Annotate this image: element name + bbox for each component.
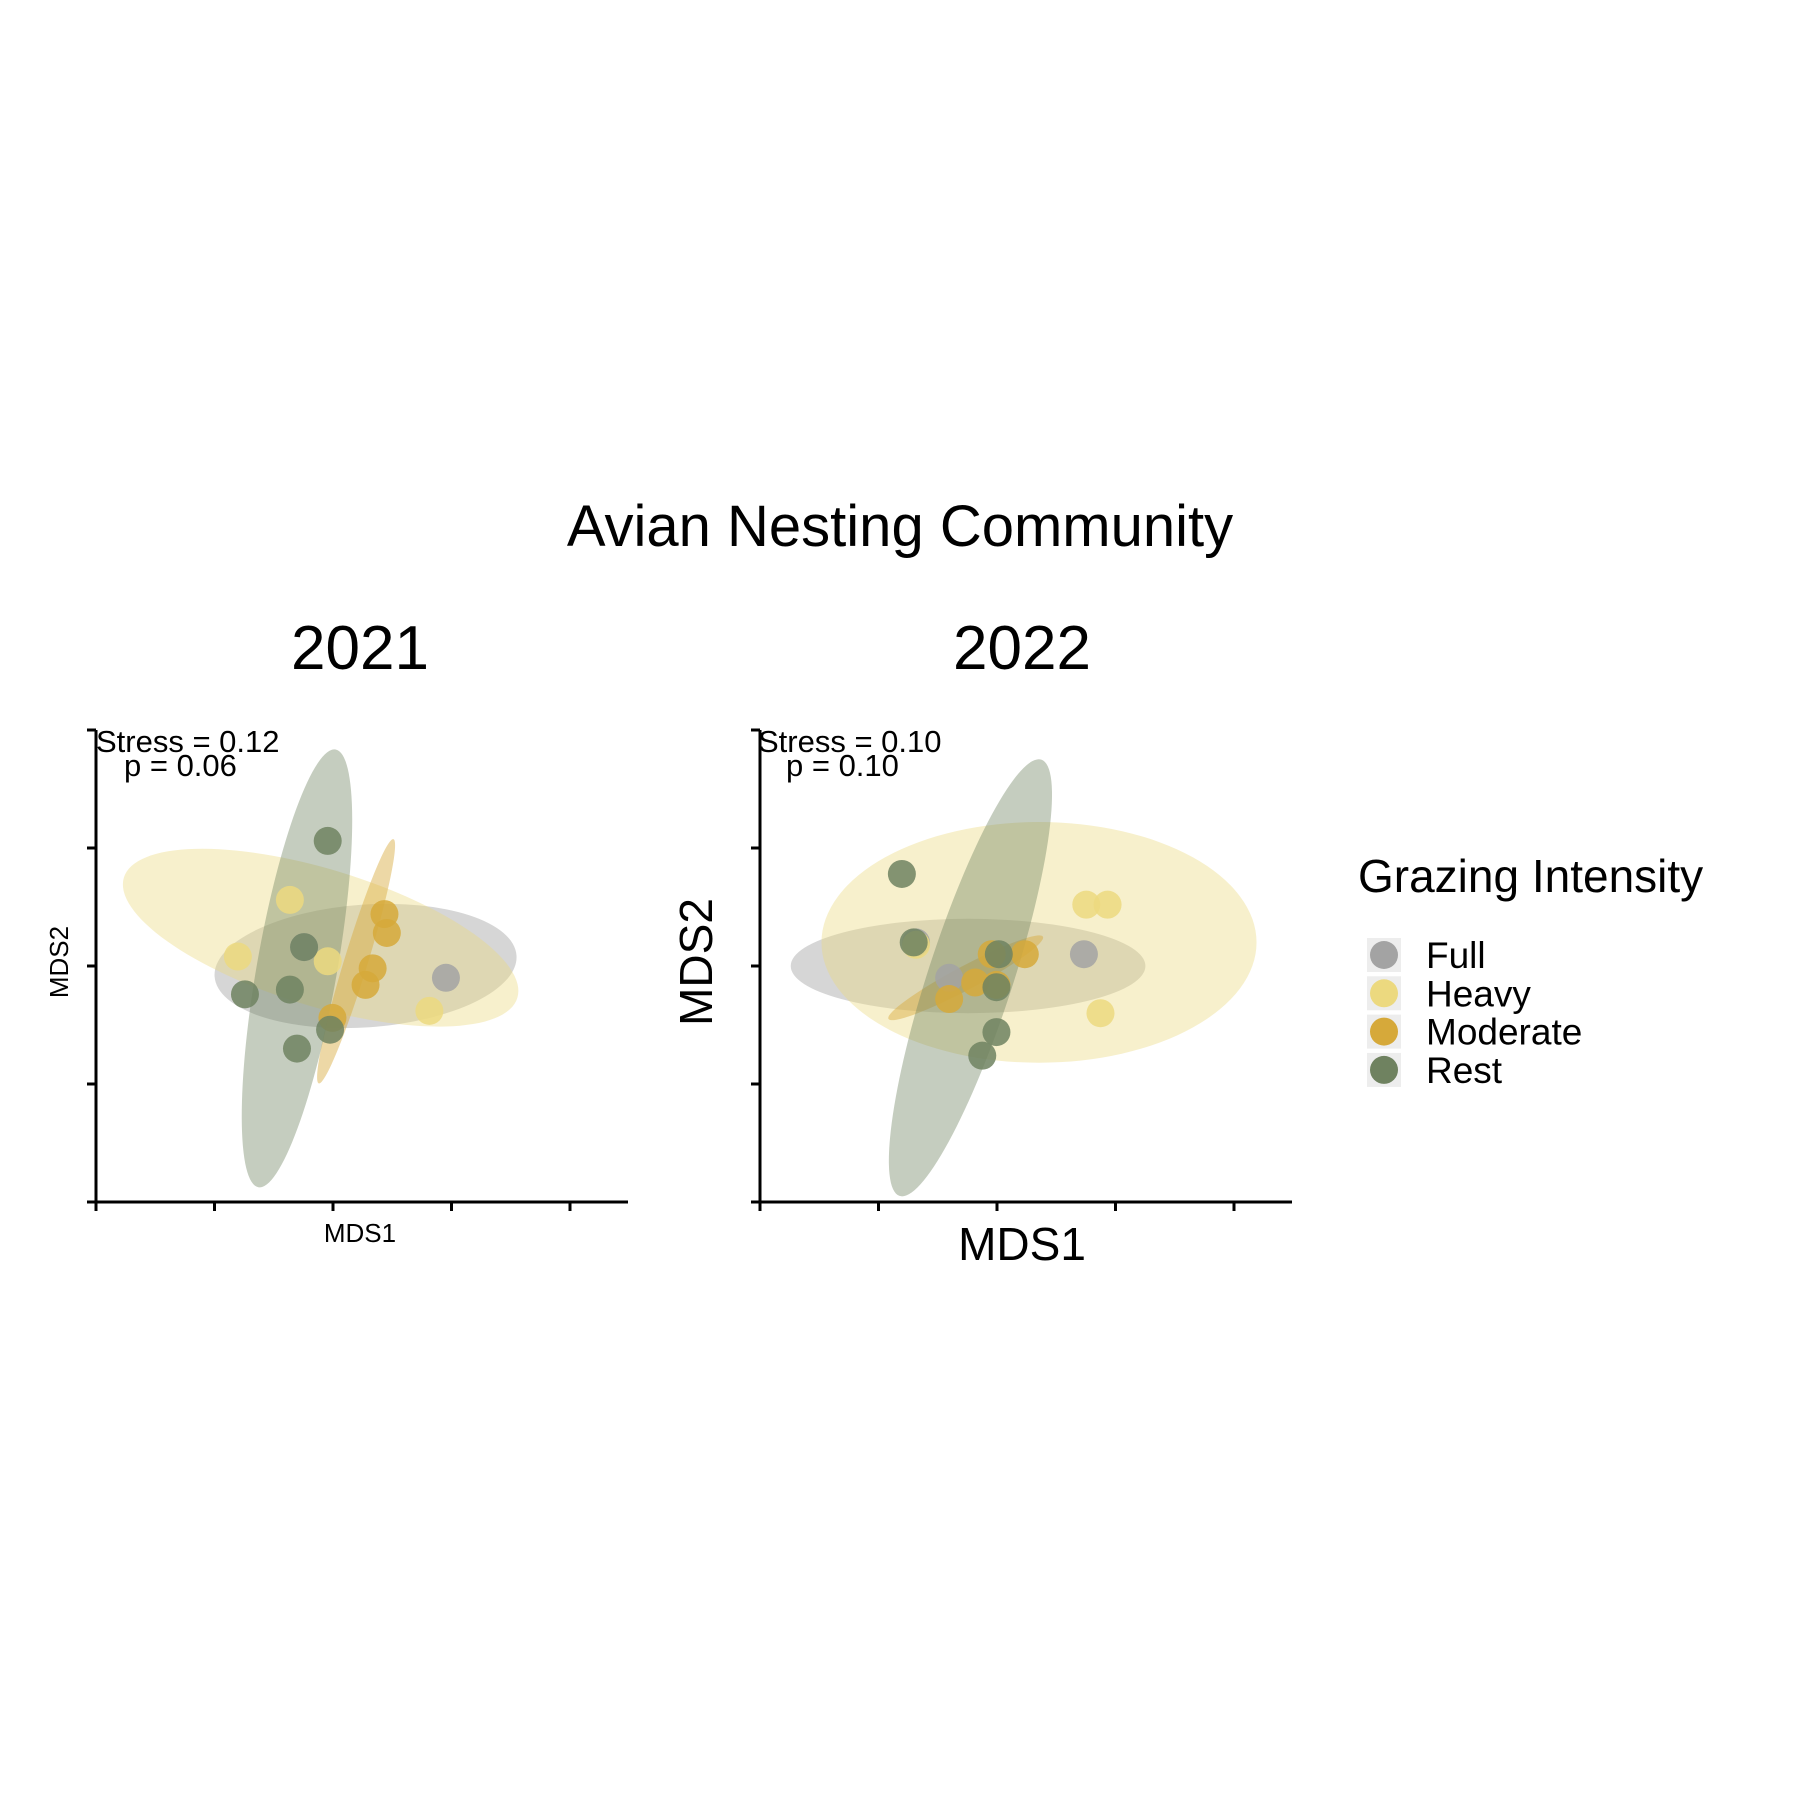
point-moderate-2021-2 bbox=[372, 918, 401, 947]
point-rest-2022-3 bbox=[984, 940, 1013, 969]
legend-label-heavy: Heavy bbox=[1426, 973, 1531, 1014]
panel-2021: 2021 Stress = 0.12 p = 0.06 MDS1 MDS2 bbox=[44, 614, 628, 1248]
point-heavy-2021-2 bbox=[223, 942, 252, 971]
legend-label-moderate: Moderate bbox=[1426, 1012, 1582, 1053]
ellipse-layer-2022 bbox=[790, 759, 1257, 1197]
point-heavy-2022-1 bbox=[1072, 890, 1101, 919]
panel-title-2022: 2022 bbox=[953, 614, 1091, 683]
ellipse-full-2022 bbox=[790, 918, 1146, 1014]
legend-swatch-moderate bbox=[1370, 1017, 1398, 1046]
x-axis-label-2021: MDS1 bbox=[324, 1218, 396, 1248]
point-heavy-2021-4 bbox=[415, 996, 444, 1025]
panel-title-2021: 2021 bbox=[291, 614, 429, 683]
point-heavy-2021-1 bbox=[275, 885, 304, 914]
point-rest-2022-4 bbox=[982, 973, 1011, 1002]
legend-label-full: Full bbox=[1426, 935, 1486, 976]
legend-swatch-rest bbox=[1370, 1055, 1398, 1084]
point-rest-2021-2 bbox=[290, 933, 319, 962]
point-rest-2021-5 bbox=[316, 1015, 345, 1044]
ellipse-heavy-2021 bbox=[122, 848, 519, 1027]
point-moderate-2021-4 bbox=[351, 970, 380, 999]
point-heavy-2021-3 bbox=[313, 947, 342, 976]
point-full-2022-3 bbox=[1069, 940, 1098, 969]
point-rest-2021-6 bbox=[282, 1034, 311, 1063]
point-full-2022-2 bbox=[935, 963, 964, 992]
point-rest-2022-2 bbox=[899, 928, 928, 957]
figure-title: Avian Nesting Community bbox=[567, 494, 1233, 559]
panel-2022: 2022 Stress = 0.10 p = 0.10 MDS1 MDS2 bbox=[670, 614, 1292, 1270]
annotation-p-2021: p = 0.06 bbox=[124, 748, 237, 783]
y-axis-label-2021: MDS2 bbox=[44, 926, 74, 998]
point-rest-2021-1 bbox=[313, 826, 342, 855]
point-rest-2022-1 bbox=[887, 859, 916, 888]
point-layer-2022 bbox=[887, 859, 1122, 1070]
ellipse-heavy-2022 bbox=[821, 822, 1257, 1063]
annotation-stress-2022: Stress = 0.10 bbox=[758, 724, 942, 759]
y-axis-label-2022: MDS2 bbox=[670, 898, 722, 1026]
point-moderate-2022-3 bbox=[935, 985, 964, 1014]
legend-title: Grazing Intensity bbox=[1358, 850, 1703, 902]
point-heavy-2022-3 bbox=[1086, 999, 1115, 1028]
legend-label-rest: Rest bbox=[1426, 1050, 1503, 1091]
legend-swatch-heavy bbox=[1370, 979, 1398, 1008]
annotation-stress-2021: Stress = 0.12 bbox=[96, 724, 280, 759]
annotation-p-2022: p = 0.10 bbox=[786, 748, 899, 783]
point-full-2021-2 bbox=[431, 963, 460, 992]
ellipse-rest-2021 bbox=[241, 749, 353, 1188]
point-moderate-2022-2 bbox=[961, 968, 990, 997]
point-moderate-2022-1 bbox=[1010, 940, 1039, 969]
x-axis-label-2022: MDS1 bbox=[958, 1218, 1086, 1270]
point-rest-2021-3 bbox=[230, 980, 259, 1009]
point-heavy-2022-2 bbox=[1093, 890, 1122, 919]
axes-2021 bbox=[87, 728, 628, 1211]
point-rest-2022-6 bbox=[968, 1041, 997, 1070]
axes-2022 bbox=[751, 728, 1292, 1211]
point-rest-2022-5 bbox=[982, 1018, 1011, 1047]
point-layer-2021 bbox=[223, 826, 460, 1063]
legend-swatch-full bbox=[1370, 941, 1398, 969]
point-rest-2021-4 bbox=[275, 975, 304, 1004]
